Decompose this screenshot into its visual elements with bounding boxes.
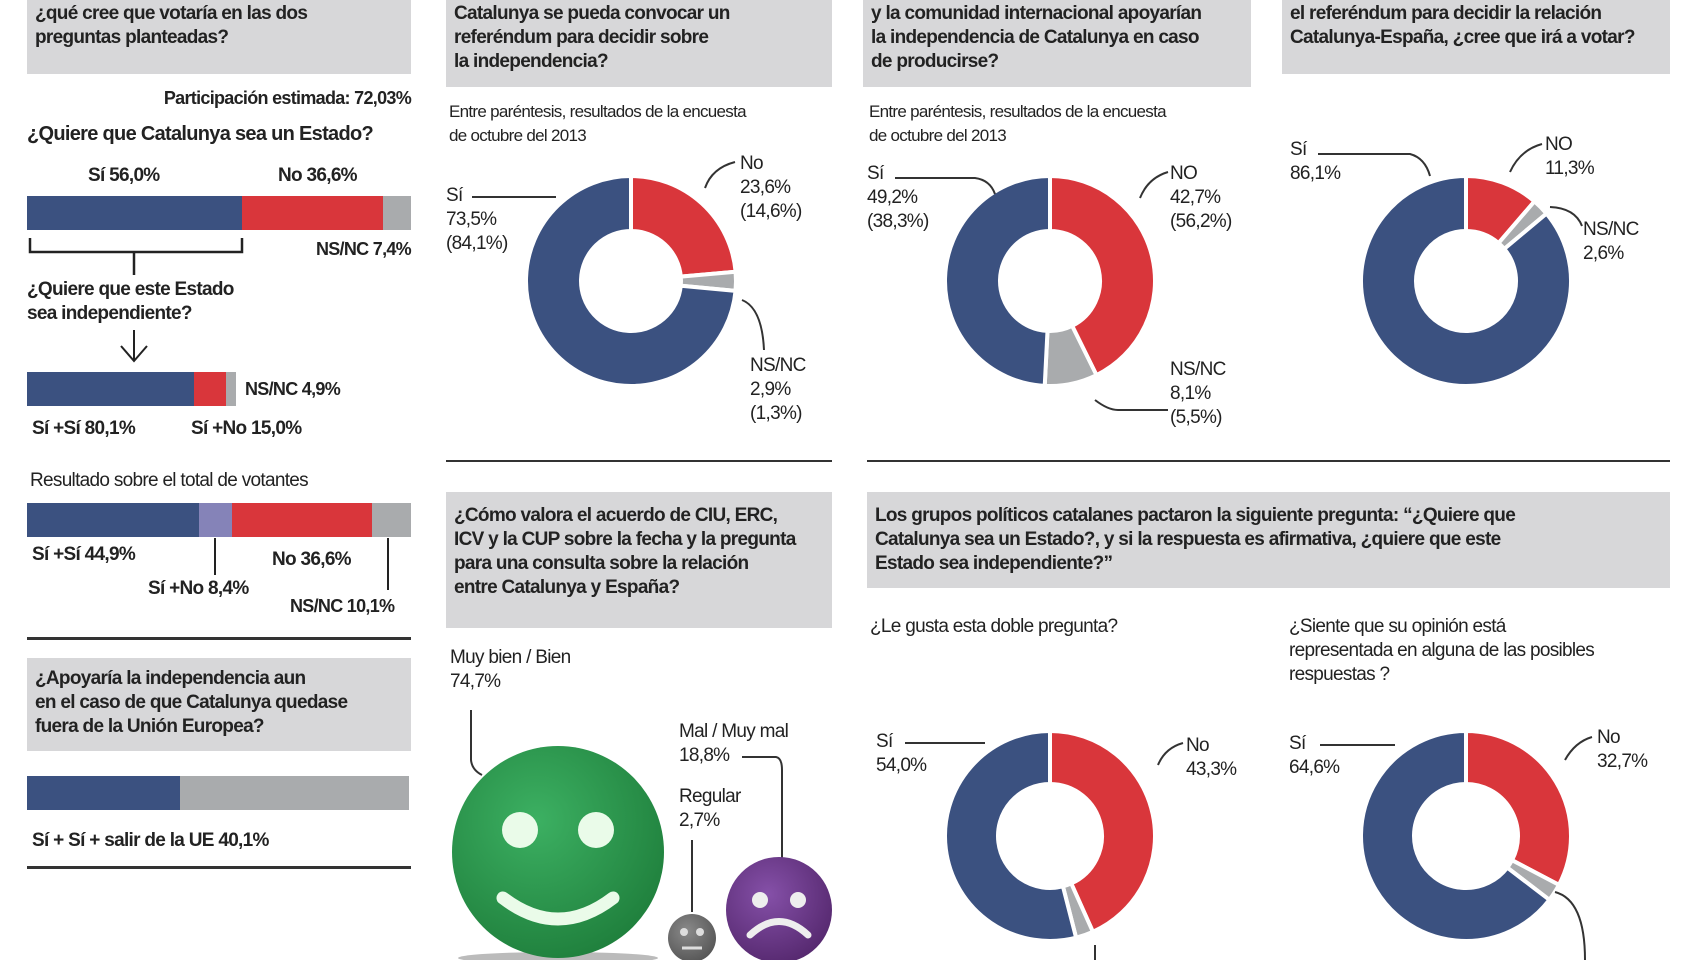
eu-bar [27,776,409,810]
question-box-referendum: Catalunya se pueda convocar un referéndu… [446,0,832,87]
bar-segment-ns-nc [225,372,236,406]
repr-no-label: No 32,7% [1597,727,1648,772]
regular-label: Regular 2,7% [679,786,741,831]
state-no-label: No 36,6% [278,165,358,186]
bar-segment-no [231,503,373,537]
indep-si-label: Sí +Sí 80,1% [32,418,136,439]
donut-slice-no [629,173,738,279]
eu-label: Sí + Sí + salir de la UE 40,1% [32,830,269,851]
bracket-line [28,238,244,275]
donut-international [943,173,1157,388]
donut-slice-no [1464,728,1573,888]
state-bar [27,196,411,230]
donut-si-label: Sí 86,1% [1290,139,1341,184]
participation-label: Participación estimada: 72,03% [163,88,412,108]
donut-slice-si [943,173,1052,388]
divider [27,866,411,869]
state-nsnc-label: NS/NC 7,4% [315,239,412,259]
eu-question-text: ¿Apoyaría la independencia aun en el cas… [35,668,348,737]
smiley-bad-icon [726,857,832,960]
total-bar [27,503,411,537]
bad-label: Mal / Muy mal 18,8% [679,721,789,766]
donut-referendum [524,173,738,388]
like-question: ¿Le gusta esta doble pregunta? [870,616,1118,637]
indep-question: ¿Quiere que este Estado sea independient… [27,279,234,324]
total-no-label: No 36,6% [272,549,352,570]
total-si-si-label: Sí +Sí 44,9% [32,544,136,565]
total-si-no-label: Sí +No 8,4% [148,578,249,599]
donut-slice-si [1359,728,1553,943]
arrow-down-icon [120,330,148,363]
repr-question: ¿Siente que su opinión está representada… [1289,616,1595,685]
good-label: Muy bien / Bien 74,7% [450,647,571,692]
state-si-label: Sí 56,0% [88,165,160,186]
question-text: ¿qué cree que votaría en las dos pregunt… [35,3,308,48]
divider [27,637,411,640]
donut-no-label: NO 42,7% (56,2%) [1170,163,1232,232]
divider [867,460,1670,462]
bar-segment-s-s- [27,372,195,406]
question-box-vote: ¿qué cree que votaría en las dos pregunt… [27,0,411,74]
bar-segment-s-no [199,503,232,537]
question-box-agreement: ¿Cómo valora el acuerdo de CIU, ERC, ICV… [446,492,832,628]
donut-no-label: No 23,6% (14,6%) [740,153,802,222]
question-box-international: y la comunidad internacional apoyarían l… [863,0,1251,87]
like-no-label: No 43,3% [1186,735,1237,780]
bar-segment-s-no [194,372,226,406]
indep-bar [27,372,236,406]
bar-segment-rest [180,776,409,810]
bar-segment-ns-nc [382,196,411,230]
bar-segment-s-s- [27,503,200,537]
like-si-label: Sí 54,0% [876,731,927,776]
donut-vote-intent [1359,173,1573,388]
note-text: Entre paréntesis, resultados de la encue… [449,102,747,145]
donut-slice-no [1048,173,1157,378]
donut-nsnc-label: NS/NC 8,1% (5,5%) [1170,359,1226,428]
donut-slice-no [1048,728,1157,935]
question-box-double: Los grupos políticos catalanes pactaron … [867,492,1670,588]
double-question-text: Los grupos políticos catalanes pactaron … [875,505,1516,574]
question-box-eu: ¿Apoyaría la independencia aun en el cas… [27,658,411,751]
total-nsnc-label: NS/NC 10,1% [290,596,395,616]
question-text: Catalunya se pueda convocar un referéndu… [454,3,730,72]
agreement-question-text: ¿Cómo valora el acuerdo de CIU, ERC, ICV… [454,505,796,598]
repr-si-label: Sí 64,6% [1289,733,1340,778]
bar-segment-s-s-salir-de-la-ue [27,776,181,810]
donut-slice-si [1359,173,1573,388]
question-text: el referéndum para decidir la relación C… [1290,3,1635,48]
question-text: y la comunidad internacional apoyarían l… [871,3,1202,72]
donut-no-label: NO 11,3% [1545,134,1595,179]
state-question: ¿Quiere que Catalunya sea un Estado? [27,123,374,145]
indep-no-label: Sí +No 15,0% [191,418,302,439]
tick-line [214,538,389,590]
bar-segment-s- [27,196,243,230]
bar-segment-ns-nc [372,503,411,537]
smiley-regular-icon [668,914,716,960]
donut-si-label: Sí 49,2% (38,3%) [867,163,929,232]
donut-nsnc-label: NS/NC 2,6% [1583,219,1639,264]
donut-si-label: Sí 73,5% (84,1%) [446,185,508,254]
smiley-good-icon [452,746,664,960]
donut-slice-si [943,728,1079,943]
total-title: Resultado sobre el total de votantes [30,470,309,491]
donut-like-double [943,728,1157,943]
note-text: Entre paréntesis, resultados de la encue… [869,102,1167,145]
bar-segment-no [242,196,383,230]
leader-lines [470,143,1593,960]
indep-nsnc-label: NS/NC 4,9% [245,379,341,399]
donut-slice-si [524,173,738,388]
donut-represented [1359,728,1573,943]
question-box-vote-intent: el referéndum para decidir la relación C… [1282,0,1670,74]
divider [446,460,832,462]
donut-nsnc-label: NS/NC 2,9% (1,3%) [750,355,806,424]
